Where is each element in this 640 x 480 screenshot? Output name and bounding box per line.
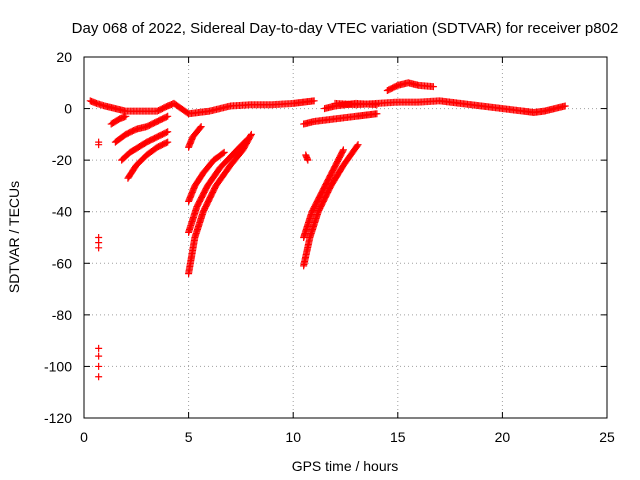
x-tick-label: 15 [390, 429, 406, 445]
y-tick-label: -60 [52, 255, 72, 271]
data-point-marker [162, 128, 170, 136]
data-point-marker [95, 352, 103, 360]
data-point-marker [164, 138, 172, 146]
data-point-marker [95, 373, 103, 381]
y-tick-label: -100 [44, 358, 72, 374]
x-tick-label: 0 [80, 429, 88, 445]
data-point-marker [354, 141, 362, 149]
data-point-marker [95, 244, 103, 252]
data-point-marker [353, 142, 361, 150]
data-point-marker [196, 124, 204, 132]
data-points [86, 79, 569, 381]
x-tick-label: 25 [599, 429, 615, 445]
x-tick-label: 5 [185, 429, 193, 445]
data-point-marker [247, 132, 255, 140]
data-point-marker [162, 139, 170, 147]
data-point-marker [429, 83, 437, 91]
data-point-marker [95, 344, 103, 352]
x-tick-label: 20 [495, 429, 511, 445]
data-point-marker [122, 112, 130, 120]
data-point-marker [220, 148, 228, 156]
y-tick-label: -20 [52, 152, 72, 168]
x-tick-label: 10 [285, 429, 301, 445]
y-tick-label: -40 [52, 204, 72, 220]
data-point-marker [197, 123, 205, 131]
axis-ticks: 0 5 10 15 20 25 -120 -100 -80 -60 -40 -20 0 20 [44, 49, 615, 445]
y-tick-label: -80 [52, 307, 72, 323]
data-point-marker [310, 97, 318, 105]
data-point-marker [247, 130, 255, 138]
data-point-marker [304, 156, 312, 164]
y-axis-label: SDTVAR / TECUs [6, 181, 22, 293]
data-point-marker [373, 110, 381, 118]
data-point-marker [339, 146, 347, 154]
data-point-marker [561, 102, 569, 110]
data-point-marker [373, 101, 381, 109]
y-tick-label: 20 [56, 49, 72, 65]
data-point-marker [219, 149, 227, 157]
y-tick-label: 0 [64, 101, 72, 117]
x-axis-label: GPS time / hours [292, 458, 399, 474]
data-point-marker [95, 141, 103, 149]
data-point-marker [164, 112, 172, 120]
y-tick-label: -120 [44, 410, 72, 426]
data-point-marker [339, 147, 347, 155]
data-point-marker [164, 128, 172, 136]
data-point-marker [95, 362, 103, 370]
chart-title: Day 068 of 2022, Sidereal Day-to-day VTE… [72, 20, 619, 37]
data-point-marker [162, 113, 170, 121]
plot-frame [83, 56, 608, 419]
